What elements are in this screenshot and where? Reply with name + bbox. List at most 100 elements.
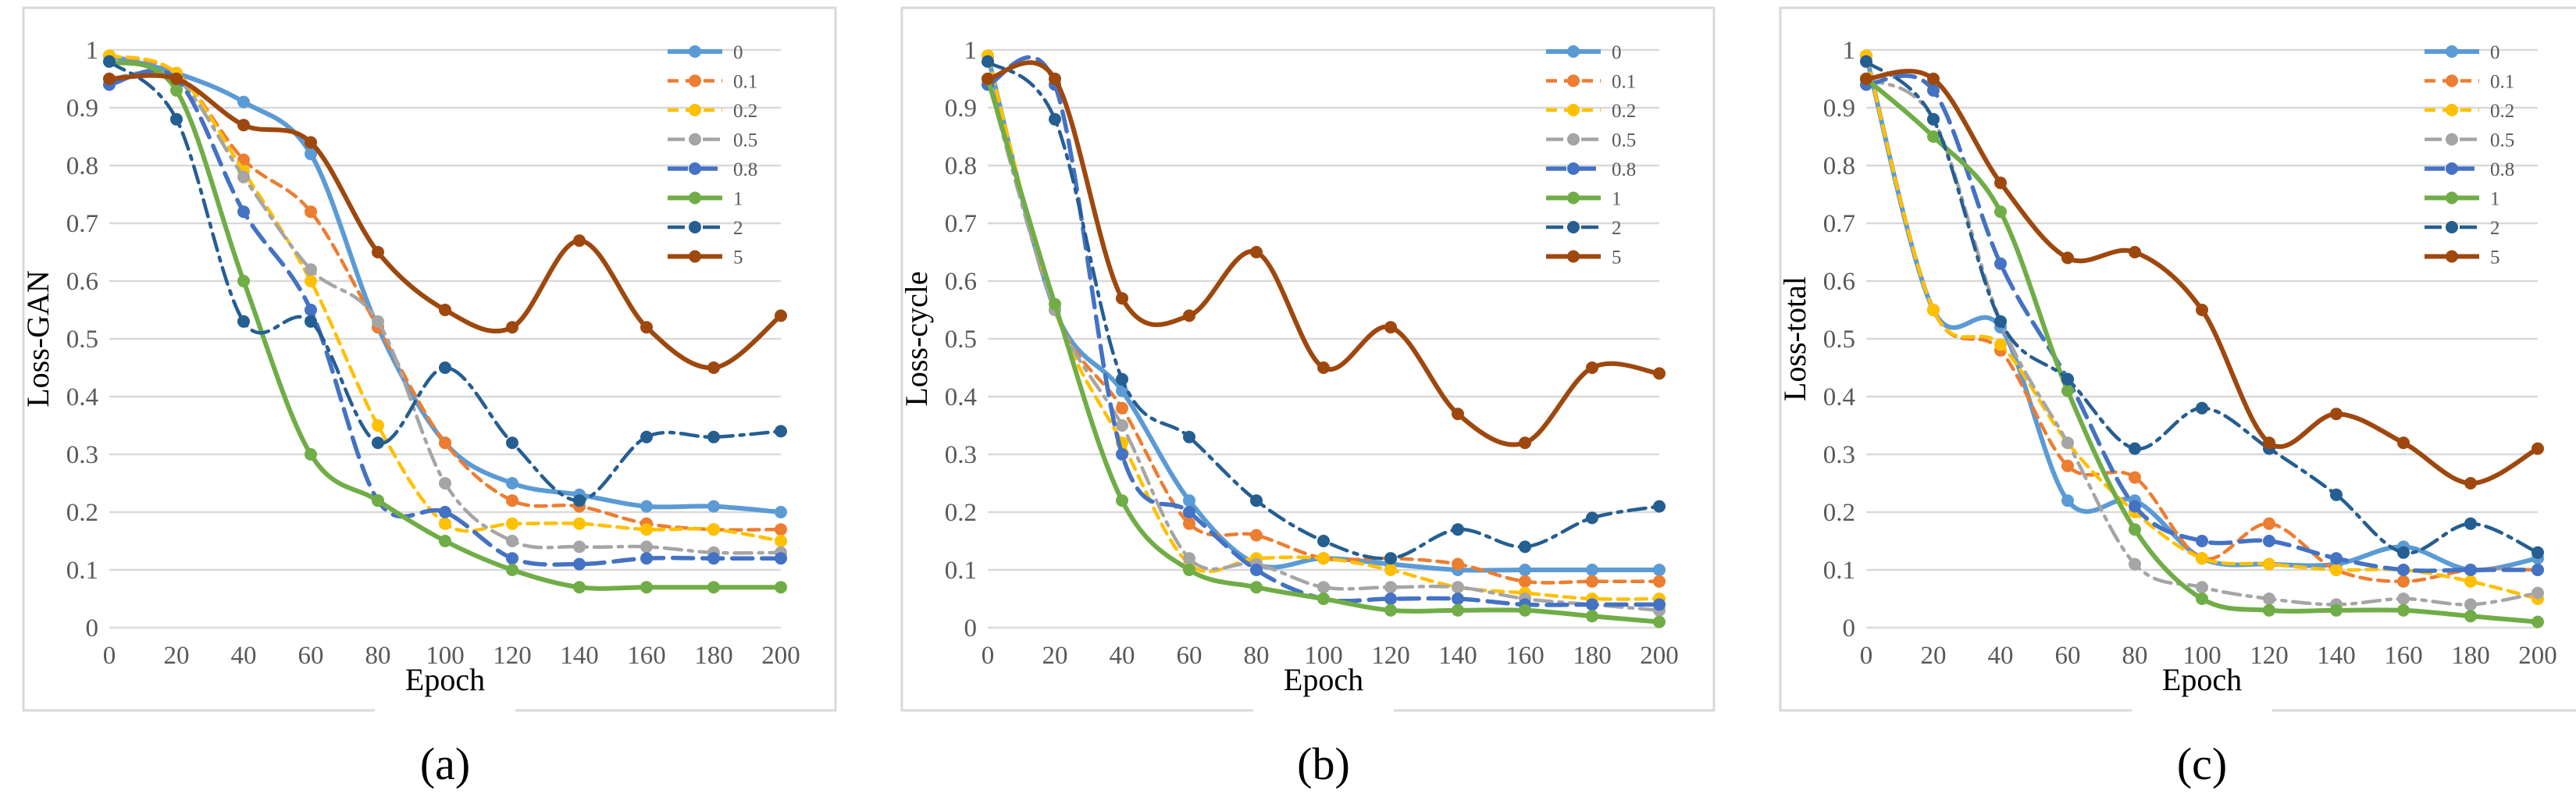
data-point [707, 581, 720, 594]
data-point [372, 419, 384, 432]
data-point [982, 73, 994, 85]
x-tick-label: 0 [103, 642, 116, 670]
y-tick-label: 0.7 [66, 210, 98, 238]
legend-entry: 0.2 [668, 101, 757, 122]
legend-swatch-marker [2446, 221, 2458, 233]
data-point [1116, 372, 1128, 386]
y-tick-label: 0.9 [945, 94, 977, 123]
y-tick-label: 0.1 [1823, 557, 1855, 585]
x-tick-label: 140 [560, 642, 599, 670]
y-tick-label: 0.5 [1823, 326, 1855, 354]
data-point [2263, 517, 2275, 530]
legend-entry: 0.1 [668, 72, 757, 93]
data-point [2263, 593, 2275, 605]
data-point [2061, 494, 2074, 507]
data-point [1860, 73, 1872, 85]
data-point [506, 552, 518, 565]
legend-label: 0.1 [1612, 72, 1636, 93]
data-point [640, 500, 653, 513]
data-point [439, 477, 451, 489]
data-point [305, 304, 317, 316]
data-point [439, 436, 451, 450]
data-point [1384, 593, 1397, 605]
panel-caption: (a) [420, 739, 470, 789]
data-point [2330, 552, 2343, 565]
data-point [2464, 575, 2477, 588]
data-point [2397, 575, 2410, 588]
legend-label: 5 [733, 247, 743, 269]
chart-frame [900, 6, 1716, 712]
data-point [1384, 581, 1397, 594]
data-point [775, 523, 787, 536]
data-point [1452, 581, 1464, 594]
data-point [1653, 615, 1666, 628]
legend-swatch-marker [2446, 104, 2458, 116]
x-tick-label: 140 [2317, 642, 2356, 670]
x-tick-label: 60 [2055, 642, 2081, 670]
y-tick-label: 0.8 [1823, 152, 1855, 180]
data-point [2196, 304, 2208, 316]
y-tick-label: 0.4 [66, 383, 98, 411]
legend-swatch-marker [689, 133, 701, 146]
data-point [573, 517, 586, 530]
chart-panel-1: 00.10.20.30.40.50.60.70.80.910 20 40 60 80 10… [20, 6, 837, 789]
data-point [1452, 523, 1464, 536]
y-tick-label: 0.2 [1823, 499, 1855, 527]
data-point [2196, 535, 2208, 547]
x-tick-label: 60 [1177, 642, 1202, 670]
legend-entry: 0.8 [1546, 159, 1636, 180]
legend-swatch-marker [689, 191, 701, 205]
data-point [1317, 581, 1330, 594]
y-axis-label: Loss-GAN [20, 270, 55, 408]
data-point [1317, 552, 1330, 565]
data-point [372, 315, 384, 328]
legend-label: 0.1 [733, 72, 757, 93]
data-point [1994, 257, 2007, 270]
y-tick-label: 0.7 [1823, 210, 1855, 238]
series-2 [1860, 55, 2544, 559]
chart-frame [1779, 6, 2576, 712]
x-label-gap [1253, 706, 1394, 715]
data-point [2129, 442, 2141, 455]
legend-swatch-marker [1567, 221, 1580, 233]
y-tick-label: 0 [1843, 614, 1856, 642]
y-tick-label: 0.8 [945, 152, 977, 180]
y-tick-label: 1 [964, 37, 978, 65]
series-1 [982, 73, 1666, 628]
data-point [1519, 575, 1531, 588]
data-point [2531, 564, 2544, 576]
legend-entry: 2 [668, 218, 743, 239]
data-point [2531, 442, 2544, 455]
legend-label: 0.8 [733, 159, 757, 180]
data-point [1116, 419, 1128, 432]
x-tick-label: 40 [1110, 642, 1135, 670]
y-tick-label: 0.3 [945, 441, 977, 469]
data-point [1586, 511, 1598, 525]
data-point [305, 205, 317, 219]
data-point [640, 552, 653, 565]
legend-swatch-marker [1567, 162, 1580, 175]
x-tick-label: 180 [694, 642, 733, 670]
data-point [237, 205, 250, 219]
y-tick-label: 0.9 [66, 94, 98, 123]
data-point [573, 581, 586, 594]
series-2 [103, 55, 787, 507]
data-point [2330, 603, 2343, 617]
data-point [2464, 610, 2477, 623]
data-point [775, 552, 787, 565]
data-point [1452, 408, 1464, 421]
data-point [2061, 436, 2074, 450]
data-point [775, 535, 787, 547]
legend-label: 1 [1612, 189, 1622, 210]
data-point [1183, 494, 1195, 507]
data-point [2263, 535, 2275, 547]
data-point [170, 73, 183, 85]
data-point [2061, 459, 2074, 472]
x-label-gap [2132, 706, 2272, 715]
data-point [2263, 436, 2275, 450]
data-point [237, 170, 250, 183]
series-5 [103, 73, 787, 374]
data-point [2061, 251, 2074, 265]
data-point [305, 448, 317, 461]
y-axis-label: Loss-total [1777, 276, 1812, 401]
